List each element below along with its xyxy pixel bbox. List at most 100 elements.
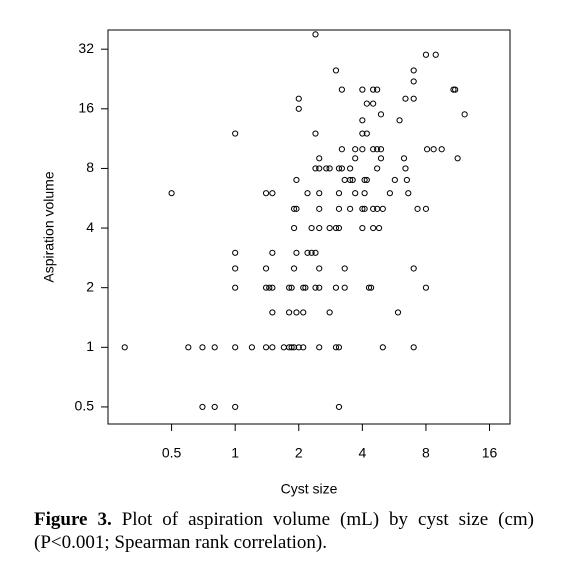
point xyxy=(410,67,417,74)
point xyxy=(374,165,381,172)
point xyxy=(290,265,298,272)
point xyxy=(312,249,319,256)
point xyxy=(280,344,287,351)
point xyxy=(290,205,298,212)
x-tick-label: 1 xyxy=(231,445,239,461)
point xyxy=(293,249,300,256)
point xyxy=(386,190,393,197)
point xyxy=(347,176,354,184)
point xyxy=(361,190,368,197)
point xyxy=(285,309,293,316)
point xyxy=(295,344,302,351)
point xyxy=(316,265,323,272)
point xyxy=(300,309,307,316)
plot-frame xyxy=(107,29,511,425)
point xyxy=(370,100,377,107)
point xyxy=(121,344,128,351)
point xyxy=(410,344,417,351)
point xyxy=(232,344,239,351)
point xyxy=(316,344,323,351)
y-tick-label: 1 xyxy=(86,338,94,354)
x-axis-label: Cyst size xyxy=(281,481,338,497)
point xyxy=(335,165,343,172)
point xyxy=(347,165,354,172)
point xyxy=(293,309,300,316)
point xyxy=(295,95,302,102)
point xyxy=(452,86,459,93)
x-tick-label: 4 xyxy=(358,445,366,461)
point xyxy=(312,284,319,291)
point xyxy=(300,284,307,291)
point xyxy=(316,224,323,232)
x-tick-label: 8 xyxy=(422,445,430,461)
point xyxy=(326,165,333,172)
point xyxy=(338,146,345,153)
point xyxy=(326,224,333,232)
point xyxy=(269,309,276,316)
y-tick-label: 8 xyxy=(86,159,94,175)
point xyxy=(347,205,354,212)
point xyxy=(377,155,385,162)
point xyxy=(316,155,323,162)
y-tick-label: 2 xyxy=(86,278,94,294)
point xyxy=(185,344,192,351)
point xyxy=(232,403,239,411)
x-tick-label: 2 xyxy=(295,445,303,461)
point xyxy=(379,205,386,212)
point xyxy=(199,403,206,411)
point xyxy=(293,205,300,212)
point xyxy=(402,95,409,102)
point xyxy=(232,284,239,291)
point xyxy=(335,344,343,351)
point xyxy=(308,224,315,232)
point xyxy=(232,130,239,137)
point xyxy=(304,249,311,256)
y-tick-label: 32 xyxy=(78,40,94,56)
chart: Cyst size Aspiration volume 0.5 1 2 4 8 16 0.5… xyxy=(41,29,511,497)
point xyxy=(335,403,343,411)
point xyxy=(359,130,366,137)
point xyxy=(377,111,385,118)
caption-text: Plot of aspiration volume (mL) by cyst s… xyxy=(34,509,534,553)
x-tick-label: 16 xyxy=(482,445,498,461)
point xyxy=(211,344,218,351)
point xyxy=(304,190,311,197)
y-tick-label: 16 xyxy=(78,100,94,116)
point xyxy=(423,146,431,153)
point xyxy=(374,146,381,153)
point xyxy=(312,130,319,137)
point xyxy=(341,284,348,291)
point xyxy=(288,284,295,291)
point xyxy=(422,205,430,212)
point xyxy=(349,176,356,184)
point xyxy=(335,190,343,197)
point xyxy=(363,100,370,107)
point xyxy=(375,224,383,232)
point xyxy=(341,176,348,184)
caption-label: Figure 3. xyxy=(34,509,112,530)
point xyxy=(454,155,461,162)
point xyxy=(232,265,239,272)
point xyxy=(302,284,309,291)
point xyxy=(199,344,206,351)
point xyxy=(232,249,239,256)
point xyxy=(403,176,410,184)
point xyxy=(262,284,270,291)
point xyxy=(288,344,295,351)
point xyxy=(269,249,276,256)
point xyxy=(316,205,323,212)
point xyxy=(430,146,437,153)
point xyxy=(352,190,359,197)
point xyxy=(269,284,276,291)
point xyxy=(338,86,345,93)
point xyxy=(290,224,298,232)
point xyxy=(394,309,402,316)
point xyxy=(365,284,373,291)
point xyxy=(262,190,270,197)
point xyxy=(332,344,340,351)
point xyxy=(410,265,417,272)
point xyxy=(391,176,398,184)
point xyxy=(323,165,330,172)
point xyxy=(370,224,377,232)
